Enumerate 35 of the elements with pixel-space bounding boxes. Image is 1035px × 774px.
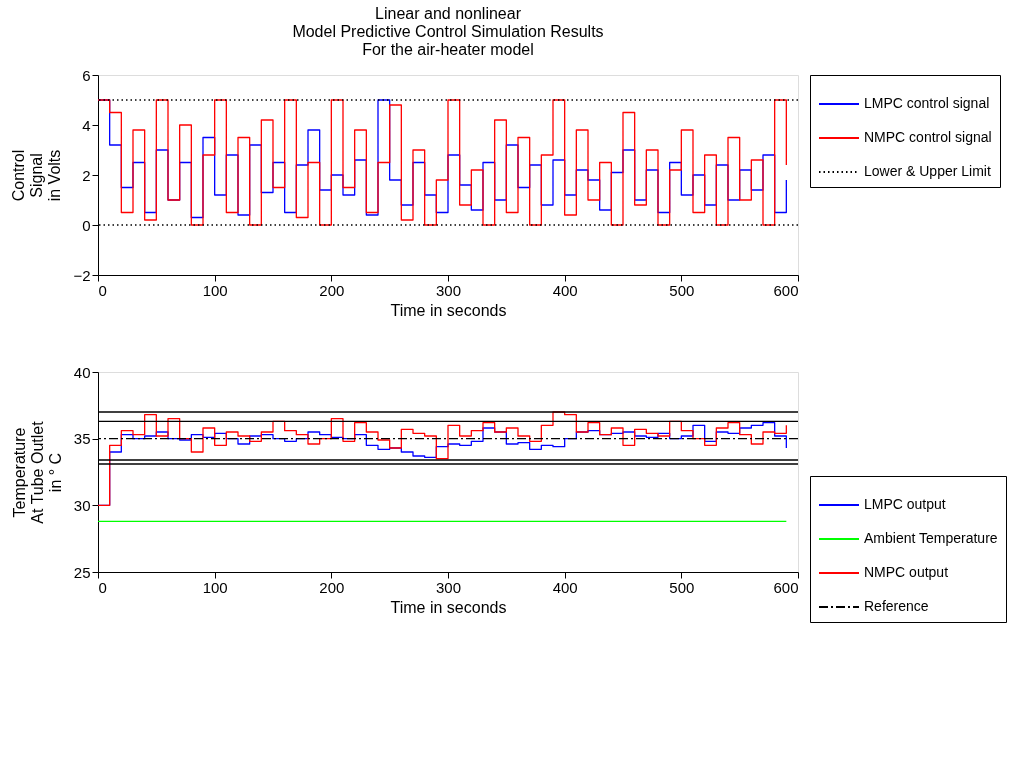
y-tick-label: 35 xyxy=(73,430,91,448)
x-tick-label: 200 xyxy=(319,281,345,299)
x-tick-label: 0 xyxy=(98,281,107,299)
y-tick-label: 6 xyxy=(82,66,91,84)
y-tick-label: 4 xyxy=(82,116,91,134)
legend-label: NMPC control signal xyxy=(864,129,992,145)
x-tick-label: 100 xyxy=(202,578,228,596)
x-axis-title: Time in seconds xyxy=(390,598,507,616)
x-tick-label: 300 xyxy=(435,281,462,299)
legend-label: Reference xyxy=(864,598,929,614)
y-tick-label: 0 xyxy=(82,216,91,234)
x-tick-label: 400 xyxy=(552,578,578,596)
y-tick-label: 30 xyxy=(73,496,91,514)
legend-label: NMPC output xyxy=(864,564,949,580)
x-tick-label: 100 xyxy=(202,281,228,299)
y-axis-title: Control Signal in Volts xyxy=(10,149,64,202)
y-tick-label: −2 xyxy=(73,266,91,284)
legend-label: LMPC control signal xyxy=(864,95,990,111)
x-tick-label: 600 xyxy=(773,281,799,299)
x-tick-label: 300 xyxy=(435,578,462,596)
x-tick-label: 500 xyxy=(669,578,695,596)
x-tick-label: 200 xyxy=(319,578,345,596)
x-tick-label: 500 xyxy=(669,281,695,299)
legend-label: Ambient Temperature xyxy=(864,530,998,546)
x-tick-label: 600 xyxy=(773,578,799,596)
x-axis-title: Time in seconds xyxy=(390,301,507,319)
y-tick-label: 2 xyxy=(82,166,91,184)
legend-label: LMPC output xyxy=(864,496,946,512)
chart-title: Linear and nonlinear Model Predictive Control Simulation Results For the air-heater model xyxy=(292,5,604,58)
legend-label: Lower & Upper Limit xyxy=(864,163,991,179)
y-axis-title: Temperature At Tube Outlet in ° C xyxy=(10,420,64,524)
x-tick-label: 0 xyxy=(98,578,107,596)
y-tick-label: 25 xyxy=(73,563,91,581)
y-tick-label: 40 xyxy=(73,363,91,381)
x-tick-label: 400 xyxy=(552,281,578,299)
